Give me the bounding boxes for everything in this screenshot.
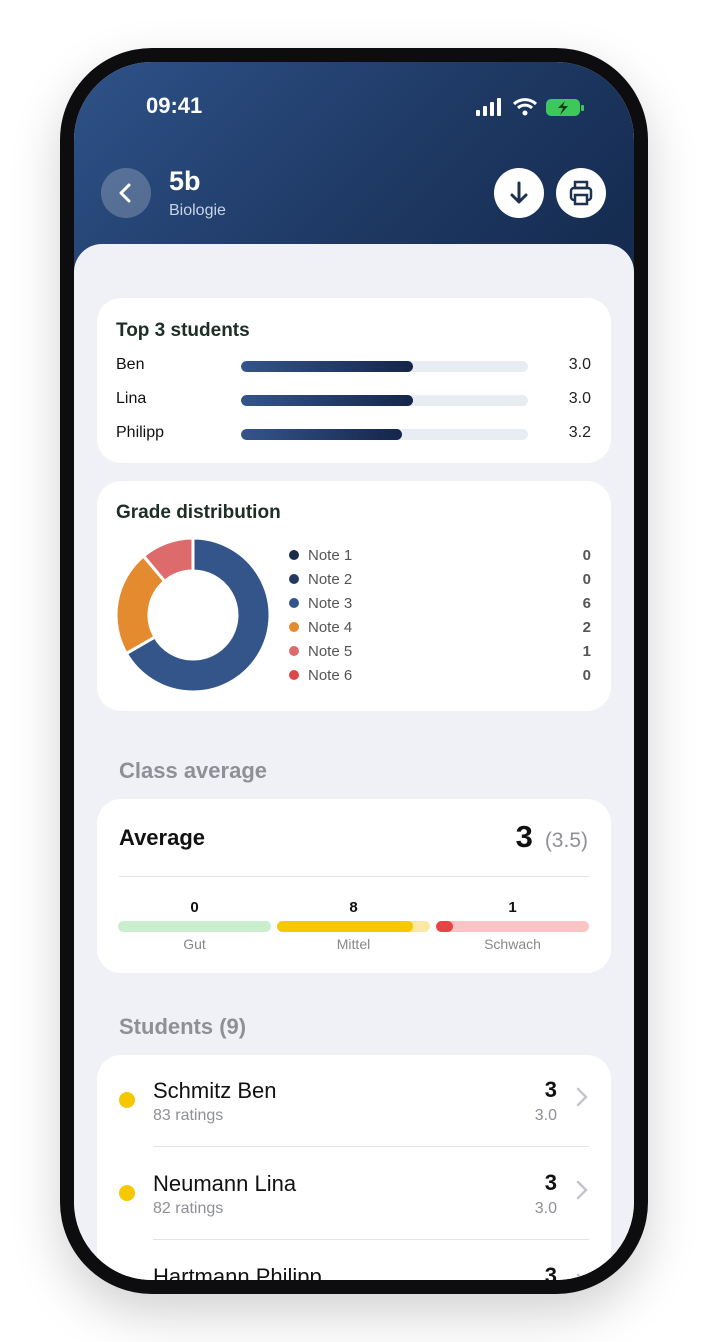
legend-label: Note 1 [308, 547, 353, 564]
chevron [575, 1086, 589, 1108]
average-value: 3 [515, 819, 533, 854]
grade: 3.2 [568, 424, 591, 441]
average-card: Average 3 (3.5) 0 Gut 8 Mittel 1 Schwach [97, 799, 611, 973]
bar-track [241, 395, 528, 406]
legend-dot [289, 646, 299, 656]
student-name: Ben [116, 356, 145, 373]
group-label: Gut [183, 936, 206, 952]
print-icon [569, 180, 593, 206]
donut-chart [114, 536, 272, 694]
status-icons [476, 98, 584, 116]
bar [241, 429, 402, 440]
legend-dot [289, 598, 299, 608]
legend-label: Note 2 [308, 571, 353, 588]
download-icon [510, 181, 528, 204]
chevron [575, 1272, 589, 1280]
status-dot [119, 1092, 135, 1108]
legend-count: 0 [582, 667, 591, 684]
legend-count: 0 [582, 547, 591, 564]
bar [241, 395, 414, 406]
legend-dot [289, 622, 299, 632]
bar-track [241, 361, 528, 372]
legend-label: Note 5 [308, 643, 353, 660]
student-grade: 3 [544, 1263, 557, 1280]
group-bar [436, 921, 453, 932]
chevron-icon [576, 1087, 588, 1107]
card-title: Top 3 students [116, 320, 250, 341]
chevron [575, 1179, 589, 1201]
legend-dot [289, 550, 299, 560]
chevron-icon [576, 1273, 585, 1280]
student-name: Hartmann Philipp [153, 1264, 322, 1280]
top-students-card: Top 3 students Ben 3.0 Lina 3.0 Philipp 3.2 [97, 298, 611, 463]
students-card: Schmitz Ben 83 ratings 3 3.0 Neumann Lina 82 … [97, 1055, 611, 1280]
average-label: Average [119, 825, 206, 850]
student-name: Lina [116, 390, 147, 407]
group-label: Schwach [484, 936, 541, 952]
ratings: 82 ratings [153, 1200, 224, 1217]
divider [119, 876, 589, 877]
print-button[interactable] [556, 168, 606, 218]
legend-count: 1 [582, 643, 591, 660]
divider [153, 1146, 589, 1147]
student-grade: 3 [544, 1077, 557, 1102]
student-average: 3.0 [534, 1107, 557, 1124]
donut-segment [124, 536, 272, 694]
download-button[interactable] [494, 168, 544, 218]
group-track [118, 921, 271, 932]
chevron-icon [576, 1180, 588, 1200]
divider [153, 1239, 589, 1240]
ratings: 83 ratings [153, 1107, 224, 1124]
class-title: 5b [169, 166, 201, 196]
legend-count: 2 [582, 619, 591, 636]
legend-dot [289, 574, 299, 584]
legend-label: Note 4 [308, 619, 353, 636]
group-label: Mittel [336, 936, 371, 952]
section-title: Students (9) [119, 1014, 247, 1039]
status-dot [119, 1185, 135, 1201]
legend-count: 6 [582, 595, 591, 612]
group-track [277, 921, 430, 932]
average-values: 3 (3.5) [516, 819, 588, 855]
distribution-card: Grade distribution Note 1 0 Note 2 0 Note 3 6… [97, 481, 611, 711]
legend-dot [289, 670, 299, 680]
student-name: Philipp [116, 424, 165, 441]
group-count: 8 [349, 899, 358, 916]
student-name: Schmitz Ben [153, 1078, 277, 1103]
back-icon [119, 183, 131, 203]
back-button[interactable] [101, 168, 151, 218]
legend-count: 0 [582, 571, 591, 588]
bar [241, 361, 414, 372]
group-count: 1 [508, 899, 517, 916]
screen: 09:41 5b Biologie Top 3 students Ben 3.0 L… [74, 62, 634, 1280]
legend-label: Note 3 [308, 595, 353, 612]
clock: 09:41 [146, 93, 203, 118]
average-precise: (3.5) [544, 829, 588, 852]
group-bar [277, 921, 413, 932]
donut-segment [141, 536, 195, 584]
student-grade: 3 [544, 1170, 557, 1195]
group-track [436, 921, 589, 932]
card-title: Grade distribution [116, 502, 281, 523]
bar-track [241, 429, 528, 440]
group-count: 0 [190, 899, 199, 916]
grade: 3.0 [568, 390, 591, 407]
legend-label: Note 6 [308, 667, 353, 684]
student-average: 3.0 [534, 1200, 557, 1217]
student-name: Neumann Lina [153, 1171, 297, 1196]
section-title: Class average [119, 758, 267, 783]
subject: Biologie [169, 202, 226, 219]
grade: 3.0 [568, 356, 591, 373]
